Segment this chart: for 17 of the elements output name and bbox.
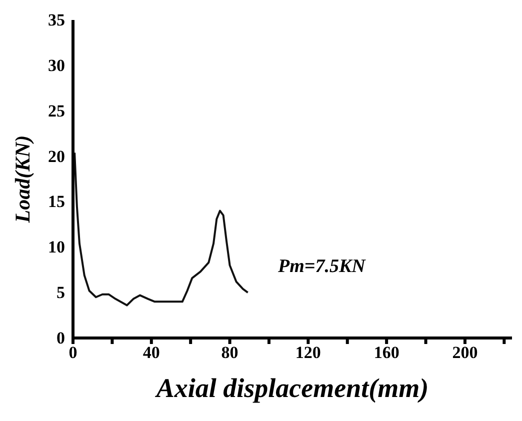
x-tick-label: 0 (68, 343, 78, 362)
x-tick-label: 160 (374, 343, 400, 362)
y-tick-label: 5 (56, 283, 65, 302)
y-tick-label: 0 (56, 328, 65, 348)
x-tick-label: 120 (295, 343, 321, 362)
y-tick-label: 10 (48, 238, 65, 257)
y-tick-label: 25 (48, 101, 65, 120)
x-tick-label: 80 (221, 343, 238, 362)
x-tick-label: 200 (452, 343, 478, 362)
y-axis-title: Load(KN) (10, 135, 34, 224)
y-tick-label: 15 (48, 192, 65, 212)
annotation: Pm=7.5KN (278, 256, 366, 278)
y-tick-label: 35 (48, 10, 65, 30)
x-axis-title: Axial displacement(mm) (154, 373, 429, 403)
y-tick-label: 20 (48, 146, 65, 166)
x-tick-label: 40 (142, 343, 160, 362)
y-tick-label: 30 (48, 56, 65, 75)
